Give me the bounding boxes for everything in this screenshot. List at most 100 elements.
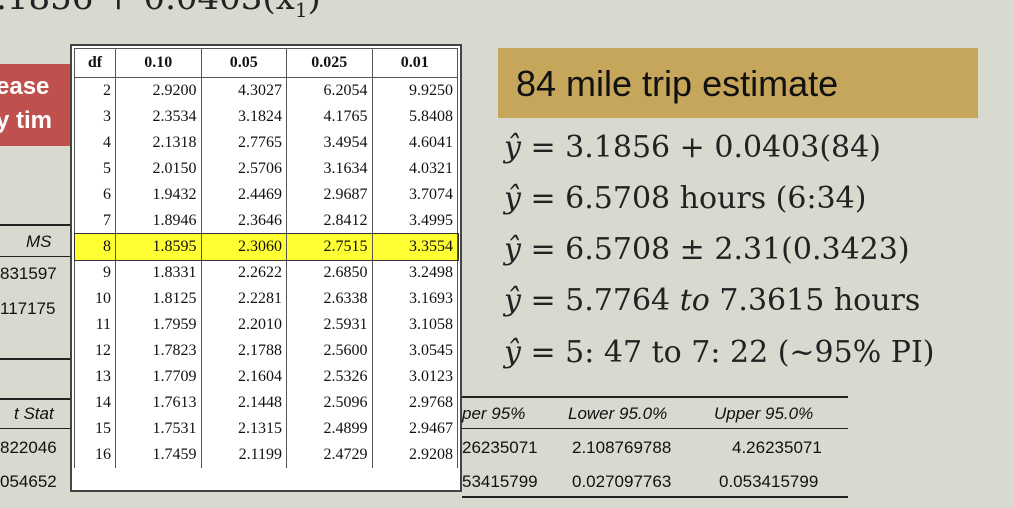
df-cell: 3 [74,104,116,130]
value-cell: 9.9250 [371,77,458,104]
divider [0,358,74,360]
value-cell: 3.1693 [371,286,458,312]
table-row: 8 1.8595 2.3060 2.7515 3.3554 [73,233,459,261]
value-cell: 2.9208 [371,442,458,468]
divider [0,224,74,226]
cell: 4.26235071 [732,438,822,457]
table-row: 15 1.7531 2.1315 2.4899 2.9467 [74,416,458,442]
value-cell: 1.7823 [115,338,202,364]
table-row: 9 1.8331 2.2622 2.6850 3.2498 [74,260,458,286]
value-cell: 3.1824 [200,104,287,130]
value-cell: 3.4995 [371,208,458,234]
tstat-value-1: 822046 [0,438,57,457]
value-cell: 1.8125 [115,286,202,312]
df-cell: 6 [74,182,116,208]
value-cell: 2.4469 [200,182,287,208]
table-row: 5 2.0150 2.5706 3.1634 4.0321 [74,156,458,182]
value-cell: 2.6850 [286,260,373,286]
table-row: 11 1.7959 2.2010 2.5931 3.1058 [74,312,458,338]
value-cell: 1.7613 [115,390,202,416]
value-cell: 3.1634 [286,156,373,182]
value-cell: 3.1058 [371,312,458,338]
value-cell: 2.5706 [200,156,287,182]
divider [462,428,848,429]
header-upper95-partial: per 95% [462,404,526,423]
equation-3: ŷ = 6.5708 ± 2.31(0.3423) [504,232,910,267]
callout-line-2: y tim [0,107,53,134]
header-col: 0.05 [200,48,287,78]
value-cell: 5.8408 [371,104,458,130]
value-cell: 2.6338 [286,286,373,312]
value-cell: 2.7515 [286,234,373,260]
value-cell: 2.3646 [200,208,287,234]
equation-4: ŷ = 5.7764 to 7.3615 hours [504,283,921,318]
df-cell: 8 [74,234,116,260]
value-cell: 1.8946 [115,208,202,234]
value-cell: 2.9768 [371,390,458,416]
table-row: 10 1.8125 2.2281 2.6338 3.1693 [74,286,458,312]
divider [0,428,74,429]
value-cell: 1.8331 [115,260,202,286]
value-cell: 2.4729 [286,442,373,468]
ms-value-2: 117175 [0,299,56,318]
divider [462,396,848,398]
tstat-value-2: 054652 [0,472,57,491]
df-cell: 14 [74,390,116,416]
value-cell: 4.3027 [200,77,287,104]
value-cell: 2.1788 [200,338,287,364]
value-cell: 4.6041 [371,130,458,156]
table-row: 13 1.7709 2.1604 2.5326 3.0123 [74,364,458,390]
value-cell: 2.9467 [371,416,458,442]
value-cell: 2.1604 [200,364,287,390]
equation-2: ŷ = 6.5708 hours (6:34) [504,181,867,216]
table-row: 16 1.7459 2.1199 2.4729 2.9208 [74,442,458,468]
title-box: 84 mile trip estimate [498,48,978,118]
value-cell: 1.7531 [115,416,202,442]
header-lower95: Lower 95.0% [568,404,668,423]
value-cell: 2.1318 [115,130,202,156]
value-cell: 4.0321 [371,156,458,182]
table-row: 2 2.9200 4.3027 6.2054 9.9250 [74,77,458,104]
value-cell: 2.1315 [200,416,287,442]
title-text: 84 mile trip estimate [516,63,839,104]
header-col: 0.10 [115,48,202,78]
df-cell: 10 [74,286,116,312]
df-cell: 4 [74,130,116,156]
header-col: 0.025 [286,48,373,78]
header-df: df [74,48,116,78]
value-cell: 3.0545 [371,338,458,364]
ms-header: MS [26,232,52,251]
equation-5: ŷ = 5: 47 to 7: 22 (~95% PI) [504,335,935,370]
value-cell: 1.7959 [115,312,202,338]
value-cell: 2.7765 [200,130,287,156]
value-cell: 1.8595 [115,234,202,260]
ms-value-1: 831597 [0,264,57,283]
value-cell: 1.7709 [115,364,202,390]
value-cell: 2.2622 [200,260,287,286]
divider [0,398,74,400]
value-cell: 3.3554 [371,234,458,260]
value-cell: 3.0123 [371,364,458,390]
value-cell: 1.9432 [115,182,202,208]
value-cell: 2.5600 [286,338,373,364]
value-cell: 2.2281 [200,286,287,312]
value-cell: 2.5931 [286,312,373,338]
divider [462,496,848,498]
equation-1: ŷ = 3.1856 + 0.0403(84) [504,130,881,165]
t-distribution-table: df 0.10 0.05 0.025 0.01 2 2.9200 4.3027 6.2… [70,44,462,492]
value-cell: 2.1448 [200,390,287,416]
value-cell: 2.1199 [200,442,287,468]
value-cell: 3.4954 [286,130,373,156]
table-row: 6 1.9432 2.4469 2.9687 3.7074 [74,182,458,208]
value-cell: 4.1765 [286,104,373,130]
value-cell: 2.9200 [115,77,202,104]
table-row: 7 1.8946 2.3646 2.8412 3.4995 [74,208,458,234]
value-cell: 6.2054 [286,77,373,104]
cell: 0.053415799 [719,472,819,491]
table-header-row: df 0.10 0.05 0.025 0.01 [74,48,458,78]
value-cell: 3.2498 [371,260,458,286]
df-cell: 7 [74,208,116,234]
value-cell: 1.7459 [115,442,202,468]
table-row: 4 2.1318 2.7765 3.4954 4.6041 [74,130,458,156]
cell: 2.108769788 [572,438,672,457]
